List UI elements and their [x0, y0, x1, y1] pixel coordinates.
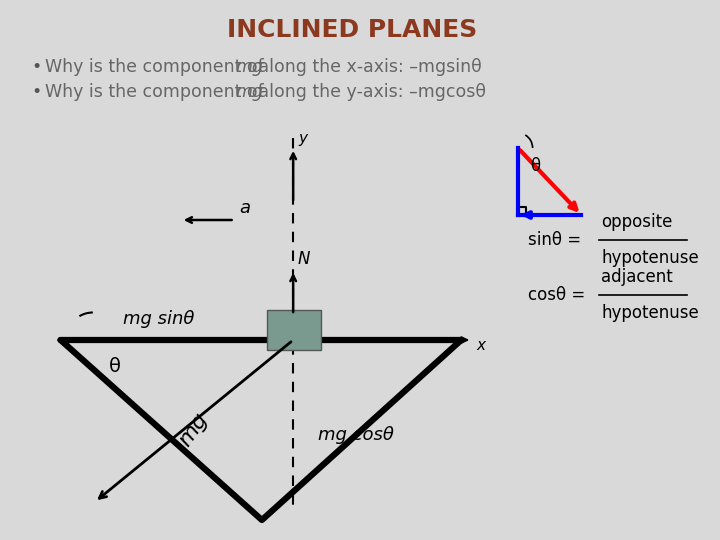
Text: along the x-axis: –mgsinθ: along the x-axis: –mgsinθ [253, 58, 482, 76]
Text: N: N [297, 250, 310, 268]
Text: mg: mg [235, 58, 264, 76]
Text: INCLINED PLANES: INCLINED PLANES [227, 18, 477, 42]
Text: mg sinθ: mg sinθ [122, 310, 194, 328]
Text: •: • [31, 83, 42, 101]
Text: opposite: opposite [601, 213, 672, 231]
Text: •: • [31, 58, 42, 76]
Text: sinθ =: sinθ = [528, 231, 581, 249]
Text: cosθ =: cosθ = [528, 286, 585, 304]
Text: θ: θ [531, 157, 541, 175]
Text: mg: mg [175, 410, 212, 450]
Bar [267, 310, 320, 350]
Text: Why is the component of: Why is the component of [45, 83, 269, 101]
Text: a: a [240, 199, 251, 217]
Text: Why is the component of: Why is the component of [45, 58, 269, 76]
Text: hypotenuse: hypotenuse [601, 304, 699, 322]
Text: mg cosθ: mg cosθ [318, 426, 394, 444]
Text: y: y [298, 131, 307, 146]
Text: hypotenuse: hypotenuse [601, 249, 699, 267]
Text: mg: mg [235, 83, 264, 101]
Text: θ: θ [109, 357, 121, 376]
Text: adjacent: adjacent [601, 268, 672, 286]
Text: along the y-axis: –mgcosθ: along the y-axis: –mgcosθ [253, 83, 486, 101]
Text: x: x [476, 338, 485, 353]
